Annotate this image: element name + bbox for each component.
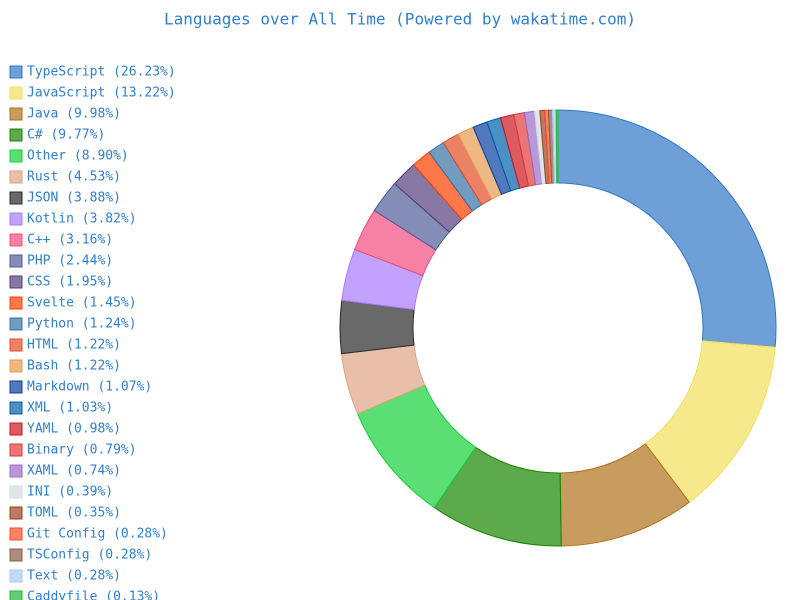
legend-label: Binary (0.79%) [27, 443, 137, 458]
legend-swatch [9, 506, 23, 520]
legend-swatch [9, 569, 23, 583]
legend-swatch [9, 233, 23, 247]
legend-label: HTML (1.22%) [27, 338, 121, 353]
legend-label: Git Config (0.28%) [27, 527, 168, 542]
legend-label: Python (1.24%) [27, 317, 137, 332]
legend-swatch [9, 527, 23, 541]
legend-swatch [9, 65, 23, 79]
legend-swatch [9, 548, 23, 562]
legend-swatch [9, 422, 23, 436]
legend-label: Text (0.28%) [27, 569, 121, 584]
legend-label: Kotlin (3.82%) [27, 212, 137, 227]
legend-label: TOML (0.35%) [27, 506, 121, 521]
legend-swatch [9, 275, 23, 289]
legend-label: TSConfig (0.28%) [27, 548, 152, 563]
legend-swatch [9, 86, 23, 100]
legend-label: Bash (1.22%) [27, 359, 121, 374]
legend-label: PHP (2.44%) [27, 254, 113, 269]
donut-slice [557, 109, 777, 348]
chart-title: Languages over All Time (Powered by waka… [164, 10, 636, 29]
legend-swatch [9, 443, 23, 457]
legend-swatch [9, 464, 23, 478]
legend-label: Rust (4.53%) [27, 170, 121, 185]
legend-label: Caddyfile (0.13%) [27, 590, 160, 600]
legend-swatch [9, 212, 23, 226]
legend-label: C# (9.77%) [27, 128, 105, 143]
legend-swatch [9, 317, 23, 331]
legend-label: JSON (3.88%) [27, 191, 121, 206]
legend-swatch [9, 296, 23, 310]
legend-swatch [9, 359, 23, 373]
legend-swatch [9, 485, 23, 499]
legend-label: INI (0.39%) [27, 485, 113, 500]
legend-swatch [9, 254, 23, 268]
legend-label: XML (1.03%) [27, 401, 113, 416]
legend-label: CSS (1.95%) [27, 275, 113, 290]
legend-swatch [9, 401, 23, 415]
legend-swatch [9, 128, 23, 142]
legend-label: YAML (0.98%) [27, 422, 121, 437]
legend-swatch [9, 590, 23, 600]
legend-swatch [9, 107, 23, 121]
legend-label: C++ (3.16%) [27, 233, 113, 248]
legend-label: Java (9.98%) [27, 107, 121, 122]
legend-swatch [9, 170, 23, 184]
legend-label: XAML (0.74%) [27, 464, 121, 479]
legend-swatch [9, 338, 23, 352]
legend-label: TypeScript (26.23%) [27, 65, 176, 80]
legend-label: Svelte (1.45%) [27, 296, 137, 311]
legend-swatch [9, 380, 23, 394]
legend-label: Markdown (1.07%) [27, 380, 152, 395]
legend-label: Other (8.90%) [27, 149, 129, 164]
legend-swatch [9, 191, 23, 205]
donut-slice [555, 109, 559, 184]
legend-swatch [9, 149, 23, 163]
legend-label: JavaScript (13.22%) [27, 86, 176, 101]
